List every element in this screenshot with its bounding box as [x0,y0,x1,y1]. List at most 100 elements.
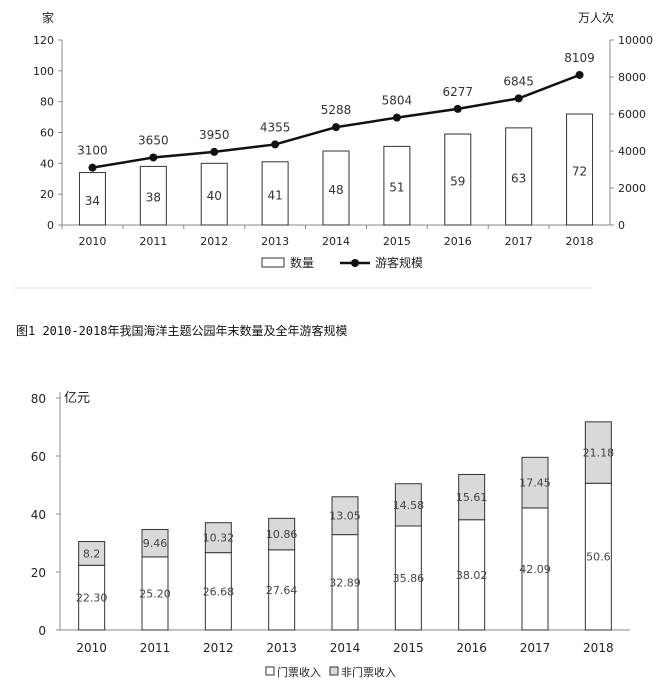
park-count-bar [200,162,228,226]
ticket-revenue-bar [268,549,296,631]
park-count-bar [444,133,472,226]
park-count-bar [383,145,411,226]
non-ticket-revenue-bar [394,483,422,527]
non-ticket-revenue-label: 10.32 [203,532,235,545]
x-tick-label: 2018 [566,235,594,248]
x-tick-label: 2018 [583,641,614,655]
visitor-point [453,104,462,113]
y-tick-label: 80 [31,392,46,406]
non-ticket-revenue-label: 8.2 [83,547,101,560]
right-tick-label: 4000 [618,145,646,158]
non-ticket-revenue-label: 13.05 [329,510,361,523]
legend-bar-label: 数量 [290,255,314,270]
y-axis-unit: 亿元 [64,391,90,406]
x-tick-label: 2017 [505,235,533,248]
ticket-revenue-label: 35.86 [393,572,425,585]
y-tick-label: 0 [38,624,46,638]
figure-caption: 图1 2010-2018年我国海洋主题公园年末数量及全年游客规模 [16,324,348,338]
visitor-point [210,147,219,156]
left-tick-label: 100 [33,65,54,78]
ticket-revenue-label: 25.20 [139,587,171,600]
park-count-bar-label: 48 [328,183,343,197]
visitor-point [575,70,584,79]
visitor-point [514,94,523,103]
non-ticket-revenue-bar [521,456,549,509]
park-count-bar-label: 38 [146,191,161,205]
park-count-bar-label: 40 [207,189,222,203]
left-tick-label: 60 [40,127,54,140]
x-tick-label: 2016 [444,235,472,248]
ticket-revenue-bar [521,507,549,631]
x-tick-label: 2010 [78,235,106,248]
right-tick-label: 6000 [618,108,646,121]
visitor-point [149,153,158,162]
non-ticket-revenue-label: 9.46 [143,537,168,550]
park-count-bar-label: 34 [85,194,100,208]
non-ticket-revenue-label: 15.61 [456,491,488,504]
x-tick-label: 2011 [140,641,171,655]
park-count-bar [139,165,167,226]
legend-non-ticket-swatch [329,666,339,676]
legend-bar-swatch [261,257,285,268]
park-count-bar [566,113,594,226]
ticket-revenue-bar [584,482,612,631]
legend-non-ticket-label: 非门票收入 [341,665,396,679]
ticket-revenue-label: 26.68 [203,585,235,598]
park-count-bar-label: 59 [450,175,465,189]
park-count-bar-label: 63 [511,171,526,185]
right-tick-label: 10000 [618,34,653,47]
visitor-point-label: 4355 [260,120,291,134]
revenue-stacked-chart: 0 20 40 60 80 亿元 22.30 8.2 2010 25.20 9.46 2011 26.6… [31,391,630,679]
visitor-point [392,113,401,122]
x-tick-label: 2010 [76,641,107,655]
legend-ticket-swatch [265,666,275,676]
left-tick-label: 40 [40,157,54,170]
x-tick-label: 2014 [322,235,350,248]
right-tick-label: 8000 [618,71,646,84]
ticket-revenue-bar [78,564,106,631]
park-count-bar [261,161,289,226]
park-count-bar [322,150,350,226]
non-ticket-revenue-bar [78,541,106,566]
ticket-revenue-label: 27.64 [266,584,298,597]
x-tick-label: 2012 [200,235,228,248]
ticket-revenue-label: 38.02 [456,569,488,582]
x-tick-label: 2015 [393,641,424,655]
visitor-point-label: 6845 [503,74,534,88]
legend-line-marker [351,259,359,267]
ticket-revenue-bar [141,556,169,631]
legend-ticket-label: 门票收入 [277,665,321,679]
x-tick-label: 2013 [266,641,297,655]
park-count-bar-label: 41 [267,188,282,202]
visitor-point-label: 5804 [382,94,413,108]
x-tick-label: 2012 [203,641,234,655]
left-axis-unit: 家 [42,10,54,25]
ticket-revenue-label: 50.6 [586,551,611,564]
visitor-point-label: 3950 [199,128,230,142]
non-ticket-revenue-label: 21.18 [583,447,615,460]
ticket-revenue-bar [331,534,359,631]
non-ticket-revenue-bar [584,421,612,484]
left-tick-label: 120 [33,34,54,47]
non-ticket-revenue-label: 14.58 [393,499,425,512]
park-count-visitor-chart: 0 20 40 60 80 100 120 0 2000 4000 6000 8000 10000 家 万人… [14,10,653,289]
ticket-revenue-label: 32.89 [329,576,361,589]
x-tick-label: 2016 [456,641,487,655]
non-ticket-revenue-bar [458,473,486,521]
x-tick-label: 2011 [139,235,167,248]
y-tick-label: 60 [31,450,46,464]
non-ticket-revenue-bar [141,528,169,558]
visitor-point [332,123,340,132]
visitor-point [88,163,97,172]
non-ticket-revenue-bar [268,517,296,551]
visitor-point-label: 6277 [443,85,474,99]
y-tick-label: 40 [31,508,46,522]
park-count-bar-label: 51 [389,181,404,195]
x-tick-label: 2017 [520,641,551,655]
ticket-revenue-bar [394,525,422,631]
ticket-revenue-label: 22.30 [76,592,108,605]
x-tick-label: 2015 [383,235,411,248]
left-tick-label: 80 [40,96,54,109]
y-tick-label: 20 [31,566,46,580]
